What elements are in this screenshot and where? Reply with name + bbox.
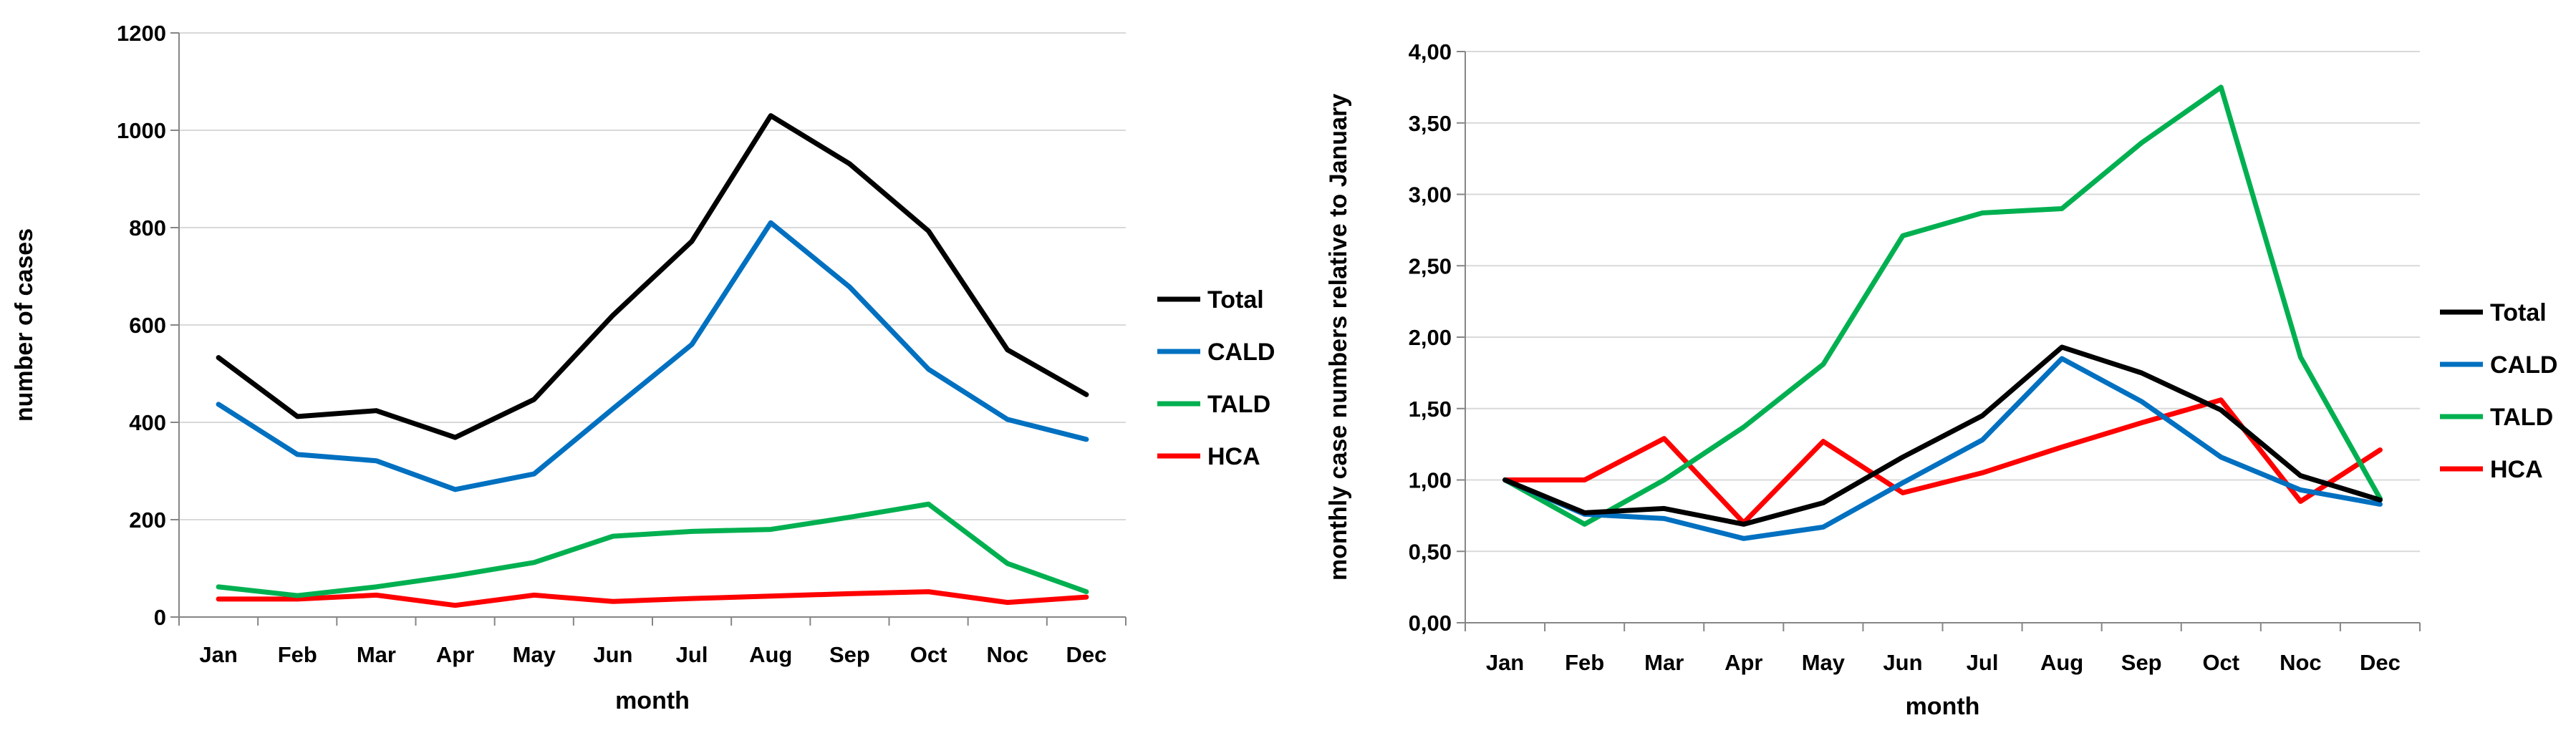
legend-label-hca: HCA [2490,456,2543,483]
x-tick-label: Jan [1486,650,1524,675]
series-line-tald [216,501,1089,598]
x-axis-title: month [615,687,690,714]
x-tick-label: Jul [1967,650,1999,675]
legend-label-total: Total [2490,299,2547,326]
y-tick-label: 4,00 [1409,39,1452,64]
y-axis-title: number of cases [11,228,38,422]
series-line-hca [1502,397,2383,525]
series-line-total [1502,344,2383,527]
x-tick-label: Feb [278,642,317,667]
x-tick-label: Jan [199,642,237,667]
x-tick-label: Mar [1644,650,1684,675]
x-tick-label: Aug [749,642,792,667]
y-tick-label: 2,00 [1409,325,1452,350]
series-line-tald [1502,84,2383,527]
y-tick-label: 2,50 [1409,253,1452,278]
x-axis-title: month [1906,693,1980,720]
series-line-total [216,113,1089,440]
x-tick-label: Dec [2360,650,2401,675]
y-tick-label: 600 [129,313,166,338]
x-tick-label: Apr [436,642,474,667]
y-tick-label: 0 [154,605,166,630]
x-tick-label: May [1802,650,1846,675]
x-tick-label: Jul [676,642,708,667]
x-tick-label: Sep [829,642,870,667]
series-line-hca [216,589,1089,608]
series-line-cald [216,220,1089,492]
y-axis-title: monthly case numbers relative to January [1325,94,1352,581]
y-tick-label: 200 [129,508,166,533]
y-tick-label: 1000 [117,118,166,143]
y-tick-label: 400 [129,410,166,435]
x-tick-label: Aug [2040,650,2083,675]
x-tick-label: Noc [2280,650,2322,675]
chart-1: 0 200 400 600 800 1000 1200 Jan Feb Mar Apr May Jun J… [11,21,1275,714]
chart-2: 0,00 0,50 1,00 1,50 2,00 2,50 3,00 3,50 4,00 Jan F… [1325,39,2557,720]
y-tick-label: 1200 [117,21,166,46]
x-tick-label: Oct [2202,650,2239,675]
x-tick-label: Jun [1883,650,1922,675]
legend-label-cald: CALD [2490,351,2557,379]
y-tick-label: 3,00 [1409,183,1452,208]
legend-label-total: Total [1207,286,1264,314]
series-line-cald [1502,356,2383,541]
legend-label-tald: TALD [2490,404,2553,431]
y-tick-label: 0,50 [1409,539,1452,564]
x-tick-label: Feb [1565,650,1604,675]
x-tick-label: Mar [357,642,396,667]
x-tick-label: Dec [1066,642,1106,667]
y-tick-label: 3,50 [1409,111,1452,136]
x-tick-label: Jun [593,642,632,667]
x-tick-label: Sep [2121,650,2162,675]
x-tick-label: May [513,642,556,667]
legend-label-cald: CALD [1207,339,1275,366]
x-tick-label: Oct [910,642,947,667]
legend-label-tald: TALD [1207,391,1270,418]
legend-label-hca: HCA [1207,443,1260,470]
x-tick-label: Apr [1724,650,1762,675]
y-tick-label: 1,50 [1409,397,1452,422]
y-tick-label: 1,00 [1409,468,1452,493]
y-tick-label: 800 [129,215,166,241]
x-tick-label: Noc [986,642,1028,667]
y-tick-label: 0,00 [1409,611,1452,636]
